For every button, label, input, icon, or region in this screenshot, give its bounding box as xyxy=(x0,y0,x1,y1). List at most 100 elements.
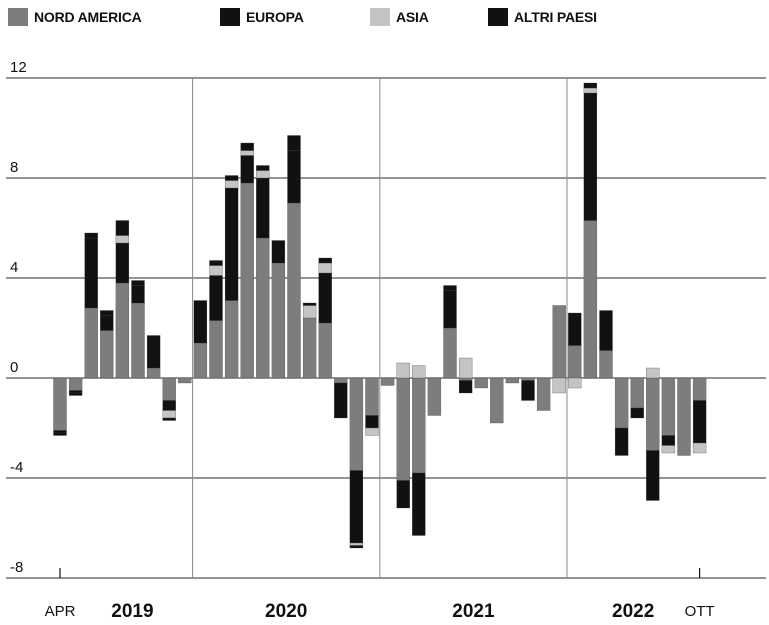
bar-segment-europa xyxy=(53,430,67,434)
bar-segment-europa xyxy=(412,472,426,536)
bar-segment-nord-america xyxy=(193,342,208,379)
legend-label-altri-paesi: ALTRI PAESI xyxy=(514,9,597,25)
y-tick-label: 4 xyxy=(10,259,18,276)
bar-segment-nord-america xyxy=(536,377,551,411)
year-label-2019: 2019 xyxy=(111,601,153,622)
bar-segment-asia xyxy=(349,542,364,546)
bar-segment-europa xyxy=(443,290,457,329)
bar-segment-altri-paesi xyxy=(443,285,457,291)
bar-segment-nord-america xyxy=(505,377,520,384)
bar-segment-altri-paesi xyxy=(209,260,223,266)
bar-segment-europa xyxy=(115,242,130,284)
bar-segment-nord-america xyxy=(349,377,364,471)
bar-segment-asia xyxy=(646,367,660,379)
bar-segment-europa xyxy=(599,310,613,351)
bar-segment-altri-paesi xyxy=(131,280,145,286)
year-dividers xyxy=(192,78,568,578)
bar-segment-europa xyxy=(100,315,114,331)
bar-segment-altri-paesi xyxy=(240,142,254,151)
legend-label-nord-america: NORD AMERICA xyxy=(34,9,142,25)
bar-segment-nord-america xyxy=(84,307,98,379)
bar-segment-nord-america xyxy=(287,202,301,379)
bar-segment-asia xyxy=(115,235,130,244)
bar-segment-nord-america xyxy=(552,305,566,379)
bar-segment-europa xyxy=(146,335,161,369)
bar-segment-europa xyxy=(209,275,223,321)
bar-segment-nord-america xyxy=(131,302,145,379)
bar-segment-nord-america xyxy=(568,345,582,379)
bar-segment-asia xyxy=(162,410,176,419)
bar-segment-europa xyxy=(84,237,98,309)
bar-segment-altri-paesi xyxy=(162,417,176,421)
bar-segment-altri-paesi xyxy=(318,257,332,264)
bar-segment-europa xyxy=(349,470,364,544)
bar-segment-nord-america xyxy=(614,377,629,429)
bar-segment-europa xyxy=(318,272,332,324)
bar-segment-europa xyxy=(271,240,286,264)
legend-item-altri-paesi: ALTRI PAESI xyxy=(488,8,597,26)
bar-segment-europa xyxy=(68,390,83,394)
bar-segment-asia xyxy=(318,262,332,274)
bar-segment-altri-paesi xyxy=(583,82,598,89)
bar-segment-nord-america xyxy=(146,367,161,379)
bar-segment-asia xyxy=(458,357,473,379)
bar-segment-asia xyxy=(302,305,317,319)
chart-legend: NORD AMERICA EUROPA ASIA ALTRI PAESI xyxy=(8,8,748,30)
bar-segment-europa xyxy=(661,435,676,446)
legend-item-europa: EUROPA xyxy=(220,8,304,26)
bar-segment-altri-paesi xyxy=(224,175,239,181)
y-tick-label: 8 xyxy=(10,159,18,176)
bar-segment-nord-america xyxy=(271,262,286,379)
bar-segment-asia xyxy=(583,87,598,94)
legend-item-asia: ASIA xyxy=(370,8,429,26)
bar-segment-europa xyxy=(614,427,629,456)
x-label-end: OTT xyxy=(685,603,715,620)
y-tick-label: -8 xyxy=(10,559,23,576)
bar-segment-europa xyxy=(240,155,254,184)
bar-segment-altri-paesi xyxy=(302,302,317,306)
bar-segment-nord-america xyxy=(692,377,707,401)
bar-segment-nord-america xyxy=(178,377,192,384)
bar-segment-asia xyxy=(396,362,410,379)
bar-segment-nord-america xyxy=(302,317,317,379)
year-label-2022: 2022 xyxy=(612,601,654,622)
legend-swatch-altri-paesi xyxy=(488,8,508,26)
bar-segment-altri-paesi xyxy=(115,220,130,236)
bar-segment-asia xyxy=(256,170,270,179)
bar-segment-asia xyxy=(365,427,379,436)
bar-segment-nord-america xyxy=(599,350,613,379)
bar-segment-nord-america xyxy=(630,377,644,409)
bar-segment-europa xyxy=(193,300,208,344)
bar-segment-asia xyxy=(412,365,426,379)
legend-item-nord-america: NORD AMERICA xyxy=(8,8,142,26)
bar-segment-altri-paesi xyxy=(256,165,270,171)
bar-segment-nord-america xyxy=(412,377,426,474)
legend-swatch-asia xyxy=(370,8,390,26)
bar-segment-nord-america xyxy=(458,377,473,381)
bar-segment-altri-paesi xyxy=(84,232,98,239)
bar-segment-nord-america xyxy=(209,320,223,379)
bar-segment-nord-america xyxy=(53,377,67,431)
bar-segment-nord-america xyxy=(365,377,379,416)
bar-segment-nord-america xyxy=(224,300,239,379)
bar-segment-europa xyxy=(568,312,582,346)
bar-segment-europa xyxy=(287,150,301,204)
bar-segment-europa xyxy=(646,450,660,501)
y-tick-label: 0 xyxy=(10,359,18,376)
bar-segment-europa xyxy=(521,380,535,401)
bar-segment-nord-america xyxy=(646,377,660,451)
legend-label-asia: ASIA xyxy=(396,9,429,25)
bar-segment-nord-america xyxy=(521,377,535,381)
bar-segment-nord-america xyxy=(490,377,504,424)
bar-segment-nord-america xyxy=(115,282,130,379)
bar-segment-asia xyxy=(692,442,707,454)
bar-segment-europa xyxy=(692,400,707,444)
bar-segment-asia xyxy=(661,445,676,454)
bar-segment-europa xyxy=(583,92,598,221)
y-tick-label: 12 xyxy=(10,59,27,76)
bar-segment-nord-america xyxy=(162,377,176,401)
bar-segment-nord-america xyxy=(100,330,114,379)
bar-segment-europa xyxy=(334,382,348,419)
y-axis-ticks: 12 8 4 0 -4 -8 xyxy=(10,59,27,576)
bar-segment-europa xyxy=(256,177,270,239)
